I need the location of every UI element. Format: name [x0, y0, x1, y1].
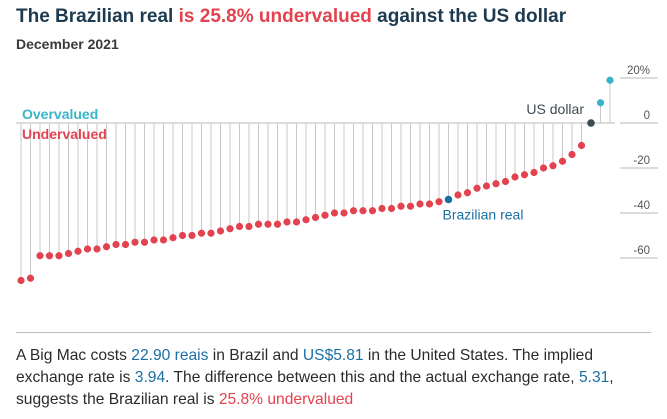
caption-implied-rate: 3.94 [134, 369, 166, 386]
data-point [169, 234, 177, 242]
data-point [264, 220, 272, 228]
data-point [93, 245, 101, 253]
data-point [473, 184, 481, 192]
y-tick-label: -40 [633, 200, 650, 212]
chart-title: The Brazilian real is 25.8% undervalued … [16, 6, 566, 28]
data-point [340, 209, 348, 217]
data-point [311, 213, 320, 222]
data-point [36, 252, 44, 260]
caption-text-1: A Big Mac costs [16, 347, 132, 364]
data-point [178, 231, 187, 240]
caption-usd: US$5.81 [302, 347, 364, 364]
data-point [568, 150, 576, 159]
data-point [330, 209, 339, 217]
data-point [530, 168, 538, 177]
title-part-3: against the US dollar [371, 6, 567, 27]
overvalued-label: Overvalued [22, 106, 98, 122]
data-point [226, 225, 234, 233]
caption-reais: 22.90 reais [131, 347, 209, 364]
undervalued-label: Undervalued [22, 126, 107, 142]
data-point [140, 238, 149, 246]
y-tick-label: 0 [644, 110, 650, 122]
caption-text-2: in Brazil and [208, 347, 303, 364]
data-point [435, 198, 443, 206]
data-point [55, 252, 63, 260]
data-point [368, 207, 377, 215]
data-point [511, 173, 519, 181]
data-point [492, 180, 500, 188]
data-point [520, 171, 529, 179]
data-point [283, 218, 291, 226]
data-point [549, 162, 557, 170]
y-tick-label: -60 [633, 245, 650, 257]
data-point [45, 252, 54, 260]
data-point [292, 218, 301, 226]
brazilian-real-label: Brazilian real [443, 207, 524, 223]
data-point [121, 240, 130, 249]
data-point [131, 238, 139, 246]
data-point [501, 177, 510, 186]
y-tick-label: -20 [633, 155, 650, 167]
data-point [349, 207, 358, 215]
data-point [216, 227, 225, 235]
data-point [83, 245, 92, 253]
data-point [102, 243, 111, 251]
data-point [197, 229, 206, 237]
data-point [159, 236, 168, 244]
title-highlight: is 25.8% undervalued [178, 6, 372, 27]
data-point [302, 216, 310, 224]
data-point [26, 274, 35, 282]
data-point [17, 276, 25, 285]
us-dollar-label: US dollar [526, 101, 584, 117]
data-point [359, 207, 367, 215]
data-point [558, 157, 567, 165]
brazil-dot [444, 195, 453, 204]
data-point [463, 189, 472, 197]
data-point [64, 249, 73, 258]
data-point [150, 236, 158, 244]
data-point [321, 211, 329, 219]
data-point [378, 204, 386, 213]
y-tick-label: 20% [627, 65, 650, 77]
data-point [397, 202, 405, 210]
data-point [245, 222, 253, 231]
data-point [254, 220, 263, 228]
lollipop-chart: 20% 0 -20 -40 -60 Overvalued Undervalued US dol… [16, 65, 658, 285]
data-point [416, 200, 424, 208]
data-point [207, 229, 215, 237]
data-point [387, 204, 396, 213]
caption-text-3: in the United States. The implied exchan… [16, 347, 594, 386]
data-point [425, 200, 434, 208]
data-point [596, 99, 605, 107]
caption-undervalued: 25.8% undervalued [218, 391, 354, 408]
data-point [112, 240, 120, 249]
data-point [188, 231, 196, 240]
data-point [606, 76, 614, 84]
data-point [235, 222, 244, 231]
data-point [577, 141, 586, 150]
caption-text-5: , suggests the Brazilian real is [16, 369, 614, 408]
title-part-1: The Brazilian real [16, 6, 179, 27]
divider [16, 332, 651, 333]
data-point [539, 164, 548, 172]
caption-actual-rate: 5.31 [578, 369, 610, 386]
us-dollar-dot [587, 119, 595, 127]
data-point [273, 220, 282, 228]
caption: A Big Mac costs 22.90 reais in Brazil an… [16, 345, 656, 411]
data-point [74, 247, 82, 255]
chart-subtitle: December 2021 [16, 36, 119, 52]
data-point [406, 202, 415, 210]
data-point [482, 182, 491, 190]
caption-text-4: . The difference between this and the ac… [165, 369, 579, 386]
data-point [454, 191, 462, 199]
